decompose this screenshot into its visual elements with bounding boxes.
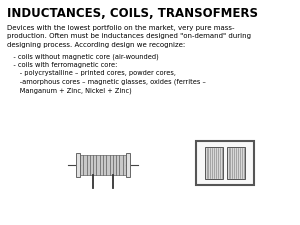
Bar xyxy=(76,153,80,177)
Text: Manganum + Zinc, Nickel + Zinc): Manganum + Zinc, Nickel + Zinc) xyxy=(7,87,132,94)
Bar xyxy=(205,147,223,179)
Text: - coils without magnetic core (air-wounded): - coils without magnetic core (air-wound… xyxy=(7,53,159,59)
Bar xyxy=(80,155,126,175)
Bar xyxy=(196,141,254,185)
Text: - coils with ferromagnetic core:: - coils with ferromagnetic core: xyxy=(7,61,117,68)
Bar xyxy=(227,147,245,179)
Text: - polycrystalline – printed cores, powder cores,: - polycrystalline – printed cores, powde… xyxy=(7,70,176,76)
Text: Devices with the lowest portfolio on the market, very pure mass-
production. Oft: Devices with the lowest portfolio on the… xyxy=(7,25,251,47)
Text: INDUCTANCES, COILS, TRANSOFMERS: INDUCTANCES, COILS, TRANSOFMERS xyxy=(7,7,258,20)
Text: -amorphous cores – magnetic glasses, oxides (ferrites –: -amorphous cores – magnetic glasses, oxi… xyxy=(7,79,206,85)
Bar xyxy=(126,153,130,177)
